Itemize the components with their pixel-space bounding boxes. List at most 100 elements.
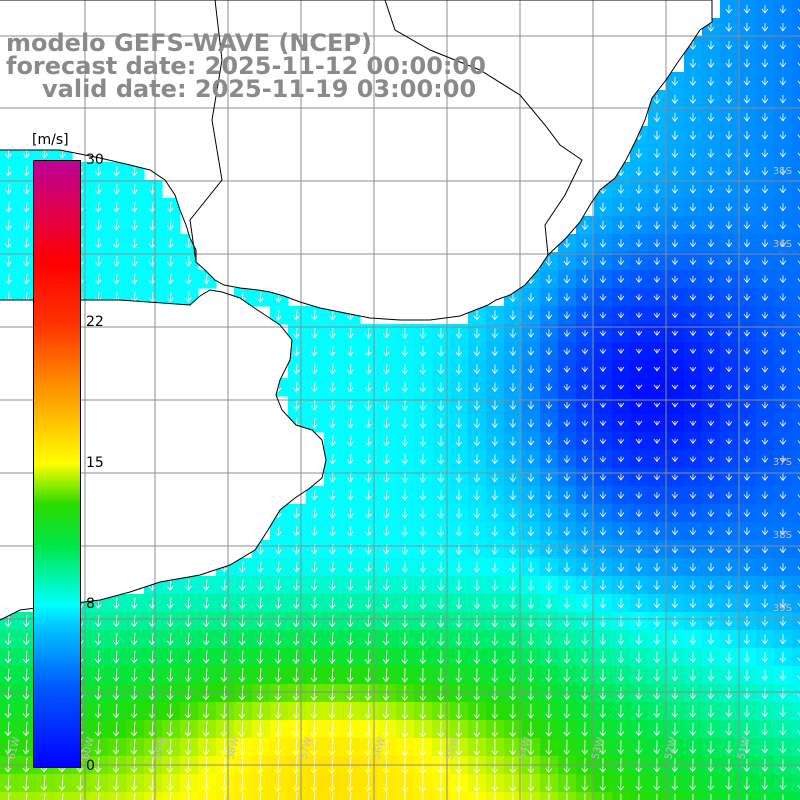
wind-arrow — [725, 402, 733, 409]
wind-arrow — [364, 525, 372, 537]
wind-arrow — [725, 166, 733, 176]
wind-arrow — [346, 632, 354, 646]
wind-arrow — [743, 366, 751, 373]
wind-arrow — [166, 597, 174, 609]
wind-cell — [306, 702, 325, 721]
wind-arrow — [364, 345, 372, 357]
wind-cell — [792, 612, 800, 631]
wind-arrow — [725, 348, 733, 355]
colorbar-unit-label: [m/s] — [32, 132, 69, 148]
wind-arrow — [563, 491, 571, 500]
wind-arrow — [419, 615, 427, 628]
wind-arrow — [566, 793, 568, 800]
wind-arrow — [710, 794, 712, 800]
wind-arrow — [346, 363, 354, 375]
wind-cell — [792, 288, 800, 307]
wind-arrow — [184, 237, 192, 249]
wind-arrow — [382, 667, 390, 683]
wind-cell — [378, 522, 397, 541]
wind-arrow — [437, 364, 445, 375]
wind-arrow — [437, 597, 445, 610]
wind-arrow — [166, 703, 174, 719]
wind-cell — [216, 738, 235, 757]
wind-arrow — [635, 312, 643, 319]
wind-arrow — [599, 597, 607, 609]
wind-arrow — [382, 561, 390, 573]
wind-cell — [126, 198, 145, 217]
wind-cell — [792, 324, 800, 343]
wind-arrow — [491, 454, 499, 465]
wind-arrow — [112, 668, 120, 682]
wind-arrow — [310, 650, 318, 665]
wind-arrow — [401, 417, 409, 429]
wind-arrow — [473, 739, 481, 756]
wind-arrow — [527, 328, 535, 338]
wind-arrow — [401, 399, 409, 411]
wind-arrow — [707, 474, 715, 481]
wind-arrow — [689, 598, 697, 609]
wind-arrow — [473, 579, 481, 592]
wind-arrow — [743, 22, 751, 32]
wind-cell — [792, 198, 800, 217]
wind-arrow — [292, 561, 300, 573]
wind-arrow — [743, 167, 751, 176]
wind-arrow — [797, 116, 800, 121]
wind-cell — [234, 720, 253, 739]
wind-cell — [144, 234, 163, 253]
wind-arrow — [761, 705, 769, 718]
wind-cell — [198, 702, 217, 721]
wind-arrow — [797, 602, 800, 607]
wind-cell — [18, 198, 37, 217]
wind-arrow — [256, 650, 264, 664]
wind-arrow — [599, 615, 607, 627]
wind-cell — [792, 576, 800, 595]
wind-cell — [324, 342, 343, 361]
wind-arrow — [328, 381, 336, 393]
wind-arrow — [581, 633, 589, 646]
wind-arrow — [761, 167, 769, 176]
wind-cell — [342, 324, 361, 343]
wind-arrow — [94, 219, 102, 231]
wind-cell — [792, 432, 800, 451]
wind-cell — [792, 144, 800, 163]
wind-cell — [198, 720, 217, 739]
wind-arrow — [22, 668, 30, 682]
wind-arrow — [635, 166, 643, 177]
wind-arrow — [653, 491, 661, 499]
wind-arrow — [671, 633, 679, 645]
wind-arrow — [761, 347, 769, 355]
wind-cell — [306, 720, 325, 739]
wind-arrow — [328, 738, 336, 756]
wind-arrow — [346, 720, 354, 738]
wind-arrow — [779, 257, 787, 266]
wind-arrow — [148, 291, 156, 303]
wind-arrow — [202, 703, 210, 719]
wind-arrow — [707, 669, 715, 682]
wind-cell — [126, 666, 145, 685]
wind-arrow — [581, 597, 589, 609]
wind-arrow — [202, 668, 210, 683]
wind-cell — [216, 684, 235, 703]
wind-arrow — [689, 221, 697, 230]
wind-arrow — [797, 458, 800, 462]
wind-cell — [144, 648, 163, 667]
wind-arrow — [364, 650, 372, 664]
wind-arrow — [797, 530, 800, 535]
wind-arrow — [148, 597, 156, 609]
wind-arrow — [401, 381, 409, 393]
wind-arrow — [527, 310, 535, 320]
wind-arrow — [292, 650, 300, 664]
wind-arrow — [797, 260, 800, 265]
wind-cell — [306, 666, 325, 685]
wind-cell — [324, 558, 343, 577]
wind-cell — [90, 180, 109, 199]
wind-arrow — [364, 453, 372, 465]
wind-arrow — [563, 580, 571, 591]
wind-arrow — [455, 721, 463, 738]
wind-arrow — [563, 311, 571, 320]
wind-cell — [180, 774, 199, 793]
wind-cell — [342, 792, 361, 800]
wind-arrow — [779, 545, 787, 554]
wind-arrow — [509, 650, 517, 665]
wind-arrow — [743, 616, 751, 627]
